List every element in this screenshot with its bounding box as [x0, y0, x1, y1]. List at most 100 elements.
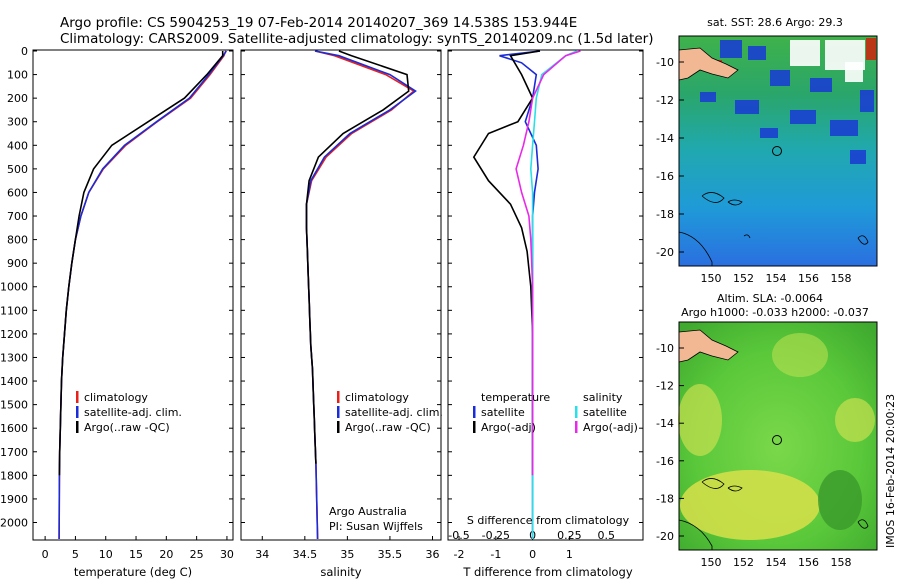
sst-lat-ticks: -10 -12 -14 -16 -18 -20 [656, 56, 684, 259]
sst-coastline-png [678, 47, 739, 81]
x-tick-label: -2 [454, 548, 465, 561]
sst-map [678, 35, 878, 267]
depth-tick-label: 300 [7, 116, 28, 129]
sst-pixel-patch [866, 38, 876, 60]
sla-high-patch [772, 333, 828, 377]
difference-legend-salinity: salinity satellite Argo(-adj) [575, 391, 638, 434]
x-tick-label: 35.5 [378, 548, 403, 561]
header-line-1: Argo profile: CS 5904253_19 07-Feb-2014 … [60, 15, 577, 31]
sst-pixel-patch [770, 70, 790, 86]
header-line-2: Climatology: CARS2009. Satellite-adjuste… [60, 31, 653, 47]
salinity-panel [240, 49, 442, 541]
sst-pixel-patch [790, 40, 820, 66]
depth-tick-label: 900 [7, 257, 28, 270]
lat-tick-label: -14 [656, 417, 674, 430]
credit-pi: PI: Susan Wijffels [329, 520, 423, 533]
series-line [515, 50, 581, 476]
salinity-xlabel: salinity [320, 565, 361, 579]
sst-coastline-aus [678, 231, 713, 267]
temperature-panel [32, 49, 234, 541]
legend-title-salinity: salinity [583, 391, 623, 404]
sst-map-title: sat. SST: 28.6 Argo: 29.3 [707, 16, 843, 29]
lat-tick-label: -20 [656, 246, 674, 259]
sst-pixel-patch [845, 62, 863, 82]
depth-tick-label: 1600 [0, 422, 28, 435]
sst-map-frame [678, 35, 878, 267]
sla-reef-contours [701, 478, 869, 529]
depth-tick-label: 1100 [0, 304, 28, 317]
legend-swatch-satellite [337, 406, 340, 418]
sst-reef-contours [701, 192, 869, 245]
lon-tick-label: 158 [831, 272, 852, 285]
temperature-xlabel: temperature (deg C) [74, 565, 192, 579]
credit-argo-australia: Argo Australia [329, 505, 407, 518]
sla-map [678, 321, 878, 551]
lat-tick-label: -18 [656, 492, 674, 505]
lat-tick-label: -12 [656, 380, 674, 393]
difference-panel [447, 49, 644, 541]
sla-map-frame [678, 321, 878, 551]
lon-tick-label: 152 [733, 272, 754, 285]
difference-x-ticks: -2 -1 0 1-0.5 -0.25 0 0.25 0.5 [448, 529, 615, 561]
x-tick-label: 34 [255, 548, 269, 561]
legend-swatch-temp-argo [473, 421, 476, 433]
s-tick-label: 0.5 [597, 529, 615, 542]
sst-pixel-patch [810, 78, 832, 92]
depth-tick-label: 400 [7, 139, 28, 152]
depth-tick-label: 600 [7, 186, 28, 199]
x-tick-label: 15 [129, 548, 143, 561]
depth-tick-label: 0 [21, 45, 28, 58]
sst-pixel-patch [760, 128, 778, 138]
temperature-legend: climatology satellite-adj. clim. Argo(..… [76, 391, 182, 434]
legend-title-temperature: temperature [481, 391, 550, 404]
lon-tick-label: 150 [701, 272, 722, 285]
sst-pixel-patch [720, 40, 742, 58]
sla-high-patch [678, 384, 722, 456]
legend-swatch-argo [337, 421, 340, 433]
lat-tick-label: -12 [656, 94, 674, 107]
sst-pixel-patch [700, 92, 716, 102]
lon-tick-label: 156 [798, 556, 819, 569]
depth-tick-label: 1300 [0, 351, 28, 364]
x-tick-label: -1 [490, 548, 501, 561]
sst-pixel-patch [790, 110, 816, 124]
depth-tick-label: 500 [7, 163, 28, 176]
sla-map-title-1: Altim. SLA: -0.0064 [717, 292, 823, 305]
x-tick-label: 0 [529, 548, 536, 561]
legend-swatch-climatology [337, 391, 340, 403]
s-tick-label: -0.5 [448, 529, 469, 542]
series-line [305, 50, 410, 464]
lat-tick-label: -14 [656, 132, 674, 145]
x-tick-label: 30 [220, 548, 234, 561]
sst-argo-location-marker [772, 146, 782, 156]
x-tick-label: 0 [42, 548, 49, 561]
legend-label-argo: Argo(..raw -QC) [345, 421, 431, 434]
depth-axis: 0 100 200 300 400 500 600 700 800 900 1000 1100 1200… [0, 45, 643, 529]
depth-tick-label: 1500 [0, 399, 28, 412]
sst-pixel-patch [860, 90, 874, 112]
salinity-series [305, 50, 417, 540]
temperature-x-ticks: 0 5 10 15 20 25 30 [42, 536, 234, 561]
sst-pixel-patch [830, 120, 858, 136]
legend-swatch-argo [76, 421, 79, 433]
s-tick-label: 0.25 [557, 529, 582, 542]
lon-tick-label: 154 [766, 556, 787, 569]
difference-top-label: S difference from climatology [467, 514, 630, 527]
x-tick-label: 10 [99, 548, 113, 561]
depth-tick-label: 1800 [0, 469, 28, 482]
x-tick-label: 34.5 [293, 548, 318, 561]
legend-swatch-satellite [76, 406, 79, 418]
sla-high-patch [835, 398, 875, 442]
depth-tick-label: 100 [7, 69, 28, 82]
x-tick-label: 5 [72, 548, 79, 561]
lon-tick-label: 152 [733, 556, 754, 569]
sla-lon-ticks: 150 152 154 156 158 [701, 556, 852, 569]
sla-coastline-aus [678, 519, 713, 551]
sst-pixel-patch [735, 100, 759, 114]
lat-tick-label: -16 [656, 455, 674, 468]
sst-lon-ticks: 150 152 154 156 158 [701, 272, 852, 285]
x-tick-label: 25 [190, 548, 204, 561]
sla-coastline-png [678, 329, 739, 363]
depth-tick-label: 1200 [0, 328, 28, 341]
